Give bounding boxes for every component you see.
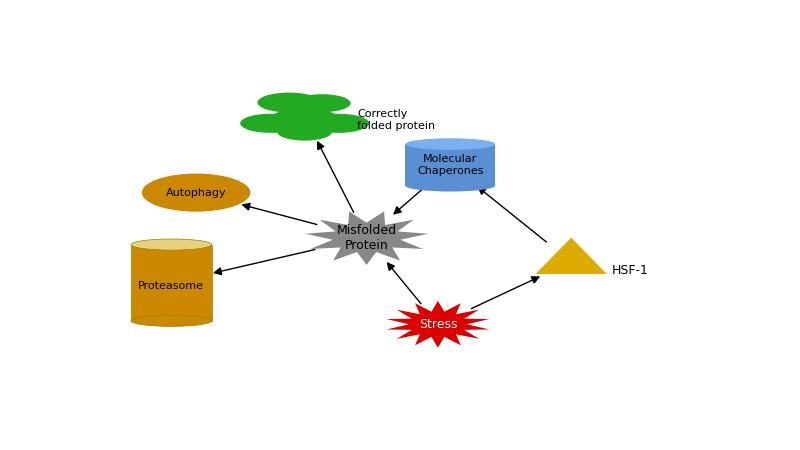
Ellipse shape xyxy=(277,123,332,140)
Polygon shape xyxy=(535,238,607,274)
Text: Stress: Stress xyxy=(418,318,457,331)
Ellipse shape xyxy=(240,114,301,133)
Text: Proteasome: Proteasome xyxy=(138,281,204,291)
Text: Autophagy: Autophagy xyxy=(166,188,226,198)
Ellipse shape xyxy=(258,93,321,112)
Text: Correctly
folded protein: Correctly folded protein xyxy=(358,109,435,130)
Ellipse shape xyxy=(406,138,495,150)
Ellipse shape xyxy=(269,108,341,131)
Ellipse shape xyxy=(308,114,369,133)
FancyBboxPatch shape xyxy=(131,245,211,321)
Ellipse shape xyxy=(406,180,495,192)
Polygon shape xyxy=(306,212,428,265)
Ellipse shape xyxy=(131,315,211,326)
Text: Misfolded
Protein: Misfolded Protein xyxy=(337,224,397,252)
Text: HSF-1: HSF-1 xyxy=(611,264,648,277)
Ellipse shape xyxy=(131,239,211,250)
Polygon shape xyxy=(386,301,490,348)
Ellipse shape xyxy=(142,174,250,212)
Text: Molecular
Chaperones: Molecular Chaperones xyxy=(417,154,483,176)
Ellipse shape xyxy=(294,94,350,112)
FancyBboxPatch shape xyxy=(406,144,495,186)
